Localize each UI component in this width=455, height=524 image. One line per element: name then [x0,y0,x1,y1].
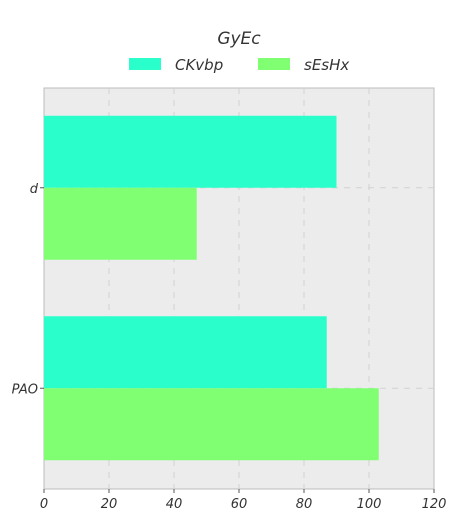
legend-swatch-sEsHx [258,58,290,70]
bar-sEsHx-d [44,187,197,260]
legend-label-sEsHx: sEsHx [304,56,349,74]
bars [44,115,379,461]
x-tick-label: 60 [231,497,248,512]
bar-CKvbp-d [44,115,337,188]
x-axis: 0 20 40 60 80 100 120 [40,489,447,512]
x-tick-label: 80 [296,497,313,512]
y-tick-label: d [30,182,39,197]
x-tick-label: 120 [422,497,447,512]
y-tick-label: PAO [12,382,38,397]
x-tick-label: 100 [357,497,382,512]
y-axis: d PAO [12,182,44,397]
bar-CKvbp-PAO [44,316,327,389]
chart-title: GyEc [217,29,261,49]
x-tick-label: 20 [101,497,118,512]
legend-swatch-CKvbp [129,58,161,70]
bar-sEsHx-PAO [44,388,379,461]
legend: CKvbp sEsHx [129,56,349,74]
x-tick-label: 0 [40,497,48,512]
legend-label-CKvbp: CKvbp [175,56,223,74]
x-tick-label: 40 [166,497,183,512]
